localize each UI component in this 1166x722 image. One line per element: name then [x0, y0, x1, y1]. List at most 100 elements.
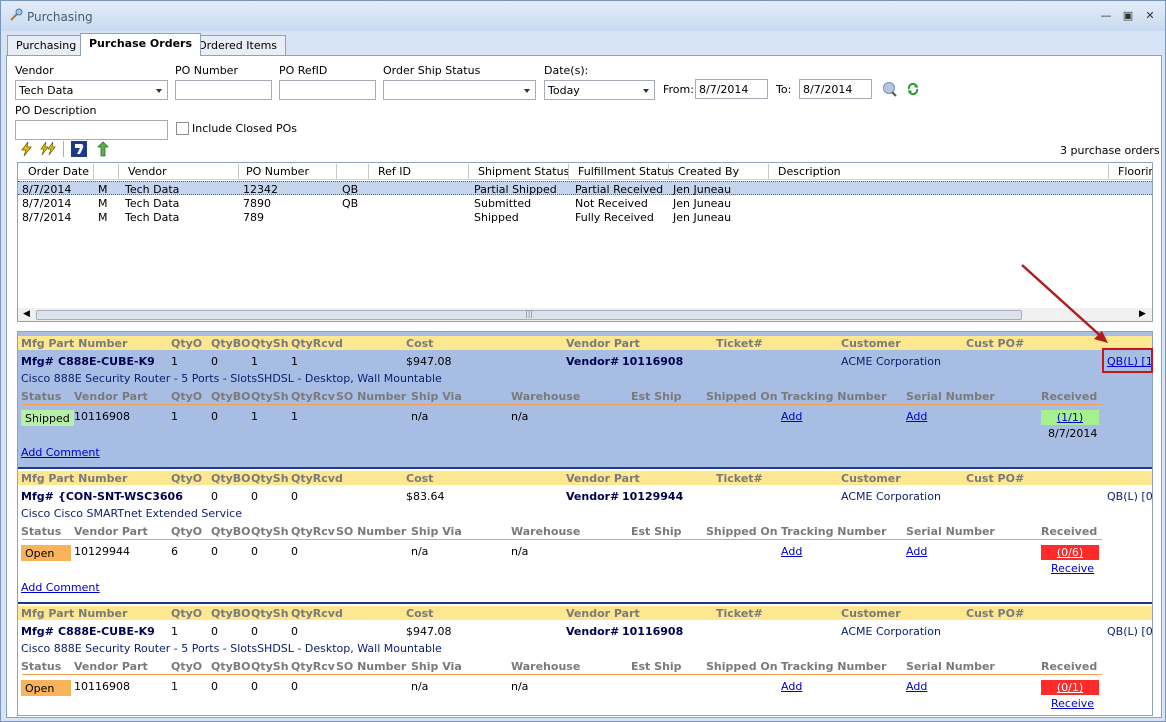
sub-qtysh: 1 [251, 410, 258, 423]
minimize-button[interactable]: — [1100, 9, 1112, 22]
tab-purchase-orders[interactable]: Purchase Orders [80, 33, 202, 56]
po-detail-pane: Mfg Part Number QtyO QtyBO QtySh QtyRcvd… [17, 331, 1153, 716]
add-serial-link[interactable]: Add [906, 545, 928, 558]
purchase-orders-panel: Vendor Tech Data PO Number PO RefID Orde… [6, 55, 1162, 718]
cell-po-number: 7890 [243, 197, 271, 210]
vendor-prefix: Vendor# [566, 490, 620, 503]
scroll-thumb[interactable]: ||| [36, 309, 1022, 320]
col-shipment-status[interactable]: Shipment Status [478, 165, 570, 178]
tab-purchasing[interactable]: Purchasing [7, 35, 86, 55]
divider [22, 404, 1102, 405]
cell-po-number: 12342 [243, 183, 278, 196]
grid-row[interactable]: 8/7/2014 M Tech Data 789 Shipped Fully R… [18, 210, 1152, 224]
add-serial-link[interactable]: Add [906, 410, 928, 423]
qtyo: 1 [171, 355, 178, 368]
col-created-by[interactable]: Created By [678, 165, 740, 178]
received-date: 8/7/2014 [1048, 427, 1098, 440]
qtyrcvd: 1 [291, 355, 298, 368]
block-divider [18, 467, 1152, 469]
cell-created-by: Jen Juneau [673, 183, 732, 196]
qb-link[interactable]: QB(L) [1] [1107, 355, 1153, 368]
cell-ref-id: QB [342, 183, 359, 196]
ship-status-label: Order Ship Status [383, 64, 481, 77]
add-comment-link[interactable]: Add Comment [21, 581, 100, 594]
sub-vendor-part: 10116908 [74, 410, 130, 423]
sub-hdr-so-number: SO Number [336, 390, 407, 403]
lightning-icon[interactable] [19, 141, 35, 157]
hdr-cust-po: Cust PO# [966, 337, 1025, 350]
vendor-select[interactable]: Tech Data [15, 80, 168, 100]
hdr-mfg-part: Mfg Part Number [21, 337, 128, 350]
export-icon[interactable] [95, 141, 111, 157]
vendor-logo-icon[interactable] [71, 141, 87, 157]
received-link[interactable]: (0/6) [1041, 545, 1099, 560]
sub-ship-via: n/a [411, 410, 429, 423]
double-lightning-icon[interactable] [40, 141, 56, 157]
add-serial-link[interactable]: Add [906, 680, 928, 693]
line-item-header: Mfg Part Number QtyO QtyBO QtySh QtyRcvd… [18, 336, 1152, 350]
mfg-part-number: C888E-CUBE-K9 [58, 625, 155, 638]
add-tracking-link[interactable]: Add [781, 410, 803, 423]
horizontal-scrollbar[interactable]: ◀ ||| ▶ [18, 308, 1152, 321]
sub-hdr-est-ship: Est Ship [631, 525, 682, 538]
cell-m: M [98, 183, 108, 196]
qb-link[interactable]: QB(L) [0] [1107, 625, 1153, 638]
sub-vendor-part: 10116908 [74, 680, 130, 693]
hdr-vendor-part: Vendor Part [566, 607, 640, 620]
sub-hdr-tracking: Tracking Number [781, 525, 887, 538]
scroll-left-icon[interactable]: ◀ [23, 309, 30, 319]
window-title: Purchasing [27, 10, 93, 24]
from-label: From: [663, 83, 694, 96]
cost: $83.64 [406, 490, 445, 503]
receive-link[interactable]: Receive [1051, 697, 1095, 710]
tab-ordered-items[interactable]: Ordered Items [189, 35, 287, 55]
sub-hdr-qtysh: QtySh [251, 660, 289, 673]
ship-status-select[interactable] [383, 80, 536, 100]
col-separator [118, 164, 119, 179]
sub-hdr-qtyo: QtyO [171, 660, 203, 673]
add-comment-link[interactable]: Add Comment [21, 446, 100, 459]
receive-link[interactable]: Receive [1051, 562, 1095, 575]
sub-hdr-vendor-part: Vendor Part [74, 525, 148, 538]
col-order-date[interactable]: Order Date [28, 165, 90, 178]
cell-vendor: Tech Data [125, 183, 180, 196]
hdr-cost: Cost [406, 337, 434, 350]
grid-row[interactable]: 8/7/2014 M Tech Data 7890 QB Submitted N… [18, 196, 1152, 210]
scroll-right-icon[interactable]: ▶ [1139, 309, 1146, 319]
dates-select[interactable]: Today [544, 80, 655, 100]
sub-hdr-shipped-on: Shipped On [706, 525, 778, 538]
add-tracking-link[interactable]: Add [781, 680, 803, 693]
to-date-input[interactable]: 8/7/2014 [799, 79, 872, 99]
search-icon[interactable] [881, 81, 897, 97]
refresh-icon[interactable] [906, 82, 920, 96]
col-fulfillment-status[interactable]: Fulfillment Status [578, 165, 675, 178]
qtybo: 0 [211, 355, 218, 368]
col-vendor[interactable]: Vendor [128, 165, 167, 178]
cell-shipment-status: Submitted [474, 197, 532, 210]
hdr-qtybo: QtyBO [211, 607, 251, 620]
add-tracking-link[interactable]: Add [781, 545, 803, 558]
col-ref-id[interactable]: Ref ID [378, 165, 411, 178]
col-separator [93, 164, 94, 179]
received-link[interactable]: (1/1) [1041, 410, 1099, 425]
cell-m: M [98, 211, 108, 224]
close-button[interactable]: ✕ [1145, 9, 1155, 22]
col-description[interactable]: Description [778, 165, 841, 178]
grid-header: Order Date Vendor PO Number Ref ID Shipm… [18, 163, 1152, 180]
sub-qtyrcv: 0 [291, 680, 298, 693]
col-po-number[interactable]: PO Number [246, 165, 309, 178]
maximize-button[interactable]: ▣ [1122, 9, 1134, 22]
cost: $947.08 [406, 625, 452, 638]
from-date-input[interactable]: 8/7/2014 [695, 79, 768, 99]
grid-row[interactable]: 8/7/2014 M Tech Data 12342 QB Partial Sh… [18, 181, 1152, 196]
hdr-customer: Customer [841, 337, 901, 350]
received-link[interactable]: (0/1) [1041, 680, 1099, 695]
sub-qtyrcv: 0 [291, 545, 298, 558]
col-flooring[interactable]: Flooring [1118, 165, 1152, 178]
po-description-input[interactable] [15, 120, 168, 140]
po-refid-input[interactable] [279, 80, 376, 100]
include-closed-checkbox[interactable] [176, 122, 189, 135]
customer-name: ACME Corporation [841, 355, 941, 368]
qb-link[interactable]: QB(L) [0] [1107, 490, 1153, 503]
po-number-input[interactable] [175, 80, 272, 100]
